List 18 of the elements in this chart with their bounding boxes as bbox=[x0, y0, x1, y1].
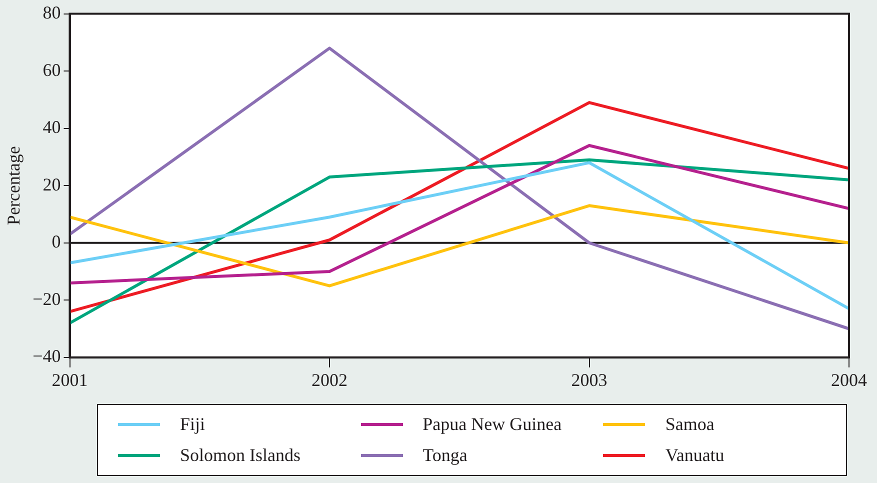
legend-label: Fiji bbox=[180, 414, 206, 435]
y-tick-label: 40 bbox=[42, 117, 61, 138]
x-tick-label: 2001 bbox=[52, 370, 88, 390]
x-tick-label: 2003 bbox=[571, 370, 608, 390]
y-tick-label: 0 bbox=[52, 232, 61, 252]
x-tick-label: 2002 bbox=[312, 370, 348, 390]
legend-label: Solomon Islands bbox=[180, 445, 301, 466]
legend-label: Papua New Guinea bbox=[422, 414, 562, 435]
y-tick-label: 20 bbox=[42, 174, 61, 194]
y-tick-label: −20 bbox=[32, 288, 61, 309]
y-tick-label: 60 bbox=[42, 60, 61, 80]
y-axis-title: Percentage bbox=[4, 146, 24, 226]
legend-label: Vanuatu bbox=[665, 445, 724, 466]
legend-label: Tonga bbox=[422, 445, 468, 466]
x-tick-label: 2004 bbox=[831, 370, 867, 390]
legend-label: Samoa bbox=[665, 414, 714, 435]
y-tick-label: 80 bbox=[42, 2, 61, 23]
y-tick-label: −40 bbox=[32, 346, 61, 366]
